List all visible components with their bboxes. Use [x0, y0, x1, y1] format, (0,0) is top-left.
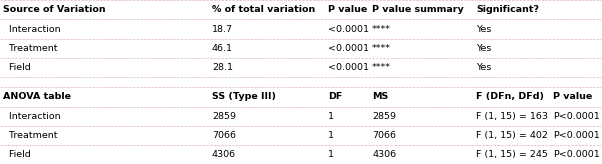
Text: Yes: Yes: [476, 44, 492, 53]
Text: <0.0001: <0.0001: [328, 63, 369, 72]
Text: <0.0001: <0.0001: [328, 25, 369, 33]
Text: 4306: 4306: [372, 151, 396, 159]
Text: 2859: 2859: [372, 112, 396, 121]
Text: Treatment: Treatment: [3, 44, 58, 53]
Text: P<0.0001: P<0.0001: [553, 151, 600, 159]
Text: 46.1: 46.1: [212, 44, 233, 53]
Text: Treatment: Treatment: [3, 131, 58, 140]
Text: Field: Field: [3, 63, 31, 72]
Text: SS (Type III): SS (Type III): [212, 92, 276, 101]
Text: 1: 1: [328, 151, 334, 159]
Text: ****: ****: [372, 44, 391, 53]
Text: 28.1: 28.1: [212, 63, 233, 72]
Text: P<0.0001: P<0.0001: [553, 112, 600, 121]
Text: 18.7: 18.7: [212, 25, 233, 33]
Text: 1: 1: [328, 131, 334, 140]
Text: Yes: Yes: [476, 63, 492, 72]
Text: MS: MS: [372, 92, 388, 101]
Text: 7066: 7066: [212, 131, 236, 140]
Text: F (1, 15) = 163: F (1, 15) = 163: [476, 112, 548, 121]
Text: Field: Field: [3, 151, 31, 159]
Text: 2859: 2859: [212, 112, 236, 121]
Text: P value: P value: [328, 5, 367, 14]
Text: Interaction: Interaction: [3, 25, 61, 33]
Text: ANOVA table: ANOVA table: [3, 92, 71, 101]
Text: 7066: 7066: [372, 131, 396, 140]
Text: <0.0001: <0.0001: [328, 44, 369, 53]
Text: P value: P value: [553, 92, 592, 101]
Text: ****: ****: [372, 63, 391, 72]
Text: ****: ****: [372, 25, 391, 33]
Text: P value summary: P value summary: [372, 5, 464, 14]
Text: P<0.0001: P<0.0001: [553, 131, 600, 140]
Text: F (DFn, DFd): F (DFn, DFd): [476, 92, 544, 101]
Text: Yes: Yes: [476, 25, 492, 33]
Text: DF: DF: [328, 92, 343, 101]
Text: % of total variation: % of total variation: [212, 5, 315, 14]
Text: F (1, 15) = 402: F (1, 15) = 402: [476, 131, 548, 140]
Text: F (1, 15) = 245: F (1, 15) = 245: [476, 151, 548, 159]
Text: 1: 1: [328, 112, 334, 121]
Text: Significant?: Significant?: [476, 5, 539, 14]
Text: Source of Variation: Source of Variation: [3, 5, 105, 14]
Text: Interaction: Interaction: [3, 112, 61, 121]
Text: 4306: 4306: [212, 151, 236, 159]
